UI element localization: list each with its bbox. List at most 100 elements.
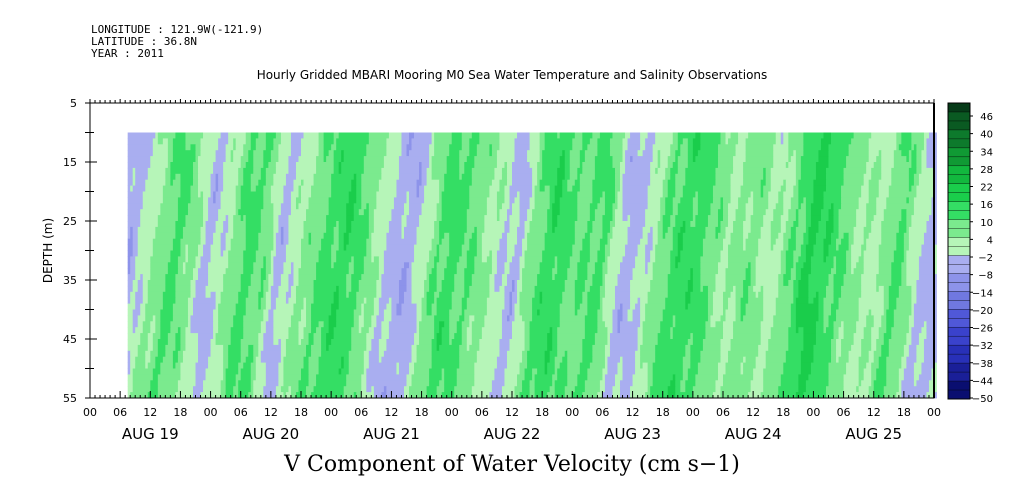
heatmap-cell: [436, 209, 443, 216]
heatmap-cell: [316, 268, 350, 275]
heatmap-cell: [396, 185, 417, 192]
heatmap-cell: [321, 238, 335, 245]
heatmap-cell: [614, 374, 623, 381]
heatmap-cell: [589, 244, 601, 251]
heatmap-cell: [145, 362, 149, 369]
heatmap-cell: [866, 315, 875, 322]
heatmap-cell: [733, 162, 744, 169]
heatmap-cell: [225, 386, 234, 393]
heatmap-cell: [306, 321, 312, 328]
heatmap-cell: [501, 232, 508, 240]
heatmap-cell: [680, 380, 686, 387]
heatmap-cell: [710, 321, 716, 328]
heatmap-cell: [549, 386, 556, 393]
heatmap-cell: [142, 321, 151, 328]
heatmap-cell: [265, 291, 272, 299]
heatmap-cell: [127, 203, 144, 210]
heatmap-cell: [434, 315, 450, 322]
heatmap-cell: [426, 297, 435, 304]
heatmap-cell: [160, 333, 169, 340]
heatmap-cell: [280, 238, 284, 245]
heatmap-cell: [705, 232, 716, 240]
heatmap-cell: [823, 327, 827, 334]
heatmap-cell: [780, 221, 787, 228]
heatmap-cell: [245, 221, 262, 228]
heatmap-cell: [265, 132, 277, 139]
heatmap-cell: [203, 386, 222, 393]
heatmap-cell: [557, 256, 571, 263]
heatmap-cell: [896, 238, 905, 245]
heatmap-cell: [459, 256, 468, 263]
heatmap-cell: [373, 256, 380, 263]
heatmap-cell: [127, 386, 134, 393]
heatmap-cell: [906, 215, 912, 222]
heatmap-cell: [333, 333, 352, 340]
heatmap-cell: [818, 221, 827, 228]
heatmap-cell: [881, 344, 890, 352]
heatmap-cell: [828, 150, 849, 157]
heatmap-cell: [167, 162, 171, 169]
heatmap-cell: [155, 232, 176, 240]
heatmap-cell: [918, 262, 935, 269]
heatmap-cell: [765, 356, 787, 363]
heatmap-cell: [893, 309, 912, 316]
heatmap-cell: [363, 356, 370, 363]
heatmap-cell: [431, 173, 445, 181]
heatmap-cell: [539, 138, 546, 145]
heatmap-cell: [439, 221, 468, 228]
heatmap-cell: [891, 167, 910, 175]
heatmap-cell: [481, 327, 503, 334]
heatmap-cell: [323, 150, 330, 157]
heatmap-cell: [906, 221, 912, 228]
heatmap-cell: [642, 362, 649, 369]
heatmap-cell: [665, 203, 674, 210]
heatmap-cell: [861, 280, 877, 287]
heatmap-cell: [609, 350, 636, 358]
heatmap-cell: [858, 315, 867, 322]
heatmap-cell: [253, 268, 262, 275]
heatmap-cell: [195, 262, 201, 269]
heatmap-cell: [657, 226, 664, 234]
heatmap-cell: [195, 156, 199, 163]
heatmap-cell: [873, 386, 885, 393]
heatmap-cell: [785, 256, 794, 263]
heatmap-cell: [798, 386, 807, 393]
heatmap-cell: [813, 356, 832, 363]
heatmap-cell: [665, 297, 686, 304]
heatmap-cell: [172, 362, 176, 369]
heatmap-cell: [142, 203, 161, 210]
heatmap-cell: [260, 297, 267, 304]
heatmap-cell: [534, 392, 548, 399]
heatmap-cell: [522, 285, 536, 293]
heatmap-cell: [763, 221, 772, 228]
heatmap-cell: [441, 285, 455, 293]
heatmap-cell: [223, 356, 229, 363]
heatmap-cell: [165, 280, 176, 287]
heatmap-cell: [258, 238, 274, 245]
heatmap-cell: [705, 327, 724, 334]
heatmap-cell: [275, 386, 282, 393]
heatmap-cell: [788, 244, 797, 251]
heatmap-cell: [198, 173, 211, 181]
heatmap-cell: [760, 179, 767, 186]
heatmap-cell: [431, 339, 438, 346]
heatmap-cell: [602, 315, 613, 322]
heatmap-cell: [888, 291, 900, 299]
heatmap-cell: [514, 303, 520, 310]
colorbar-label: 22: [980, 183, 993, 194]
heatmap-cell: [763, 191, 769, 198]
heatmap-cell: [152, 339, 159, 346]
heatmap-cell: [280, 209, 292, 216]
heatmap-cell: [213, 162, 224, 169]
heatmap-cell: [823, 303, 832, 310]
heatmap-cell: [293, 262, 302, 269]
heatmap-cell: [250, 185, 257, 192]
heatmap-cell: [557, 350, 566, 358]
heatmap-cell: [406, 150, 410, 157]
heatmap-cell: [341, 167, 365, 175]
heatmap-cell: [906, 197, 910, 204]
heatmap-cell: [273, 244, 277, 251]
heatmap-cell: [301, 374, 309, 381]
heatmap-cell: [692, 209, 699, 216]
heatmap-cell: [675, 191, 684, 198]
